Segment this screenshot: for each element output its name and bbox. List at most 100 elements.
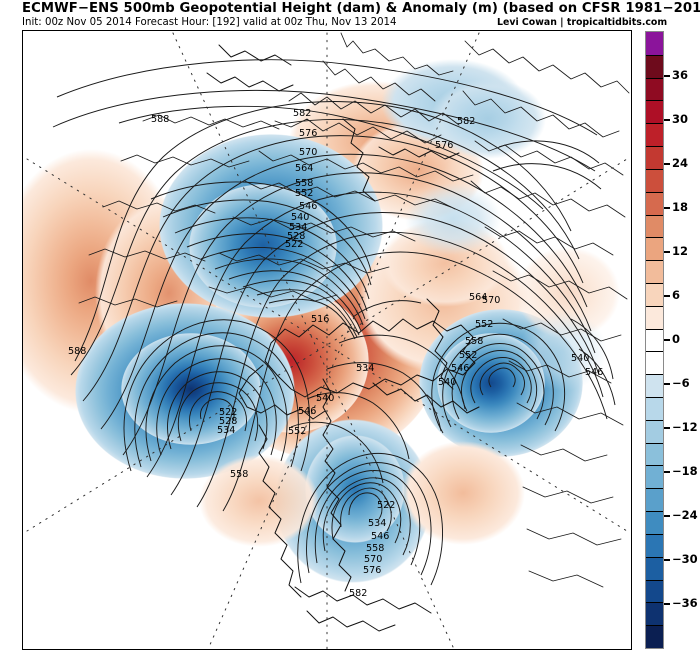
contour-label: 522 [377,500,395,511]
contour-label: 528 [287,231,305,242]
contour-label: 528 [219,416,237,427]
contour-label: 582 [349,588,367,599]
colorbar-cell [646,305,663,329]
colorbar-cell [646,397,663,420]
colorbar-cell [646,191,663,215]
contour-label: 522 [219,407,237,418]
colorbar-tick-label: −36 [672,596,698,610]
colorbar-cell [646,123,663,147]
colorbar-cell [646,465,663,489]
colorbar-cell [646,533,663,557]
colorbar-cell [646,419,663,443]
colorbar-cell [646,556,663,580]
colorbar-cell [646,602,663,626]
contour-label: 516 [311,314,329,325]
contour-label-group: 5885885825765705645585525465405345285225… [68,108,603,599]
colorbar-tick-dash [664,251,670,253]
contour-label: 588 [68,346,86,357]
colorbar-tick-dash [664,119,670,121]
colorbar-cell [646,77,663,101]
colorbar-cell [646,237,663,261]
anomaly-shading [23,59,620,583]
contour-label: 552 [288,426,306,437]
colorbar[interactable] [645,31,664,649]
map-graphics: 5885885825765705645585525465405345285225… [23,31,631,649]
colorbar-tick-label: −6 [672,376,690,390]
colorbar-tick-dash [664,295,670,297]
colorbar-tick-dash [664,603,670,605]
map-panel[interactable]: 588 588 582 576 570 564 558 552 546 540 534 528 522 5… [22,30,632,650]
colorbar-cell [646,442,663,466]
colorbar-cell [646,214,663,238]
graticule [26,32,628,649]
contour-label: 540 [291,212,309,223]
contour-label: 534 [356,363,374,374]
colorbar-cell [646,100,663,124]
contour-label: 546 [298,406,316,417]
contour-label: 576 [299,128,317,139]
colorbar-cell [646,488,663,512]
colorbar-tick-dash [664,471,670,473]
colorbar-tick-dash [664,339,670,341]
contour-label: 534 [217,425,235,436]
contour-label: 534 [368,518,386,529]
colorbar-cell [646,579,663,603]
contour-label: 570 [364,554,382,565]
colorbar-tick-dash [664,163,670,165]
contour-label: 552 [459,350,477,361]
colorbar-cell [646,511,663,534]
height-contours [52,59,616,586]
page-title: ECMWF−ENS 500mb Geopotential Height (dam… [22,1,700,16]
contour-label: 582 [293,108,311,119]
colorbar-cell [646,54,663,78]
colorbar-cell [646,328,663,352]
colorbar-tick-label: −24 [672,508,698,522]
contour-label: 570 [299,147,317,158]
contour-label: 546 [585,367,603,378]
contour-label: 540 [571,353,589,364]
contour-label: 564 [295,163,313,174]
contour-label: 576 [363,565,381,576]
page-subtitle: Init: 00z Nov 05 2014 Forecast Hour: [19… [22,17,397,28]
contour-label: 582 [457,116,475,127]
colorbar-tick-label: −12 [672,420,698,434]
colorbar-tick-label: 18 [672,200,689,214]
colorbar-tick-dash [664,427,670,429]
contour-label: 546 [299,201,317,212]
colorbar-tick-label: 30 [672,112,689,126]
contour-label: 570 [482,295,500,306]
colorbar-ticks: 36 30 24 18 12 6 0 −6 −12 −18 −24 −30 −36 [664,31,700,649]
colorbar-tick-label: 24 [672,156,689,170]
colorbar-tick-label: 12 [672,244,689,258]
colorbar-cell [646,146,663,169]
contour-label: 576 [435,140,453,151]
colorbar-cell [646,282,663,306]
contour-label: 534 [289,222,307,233]
contour-label: 546 [451,363,469,374]
contour-label: 558 [366,543,384,554]
contour-label: 558 [230,469,248,480]
colorbar-cell [646,32,663,55]
contour-label: 546 [371,531,389,542]
contour-label: 558 [295,178,313,189]
contour-label: 540 [316,393,334,404]
contour-label: 540 [438,377,456,388]
colorbar-tick-dash [664,515,670,517]
contour-label: 588 [151,114,169,125]
colorbar-cell [646,625,663,648]
colorbar-cell [646,351,663,375]
colorbar-cell [646,260,663,283]
contour-label: 522 [285,239,303,250]
colorbar-tick-label: 0 [672,332,681,346]
colorbar-tick-label: 36 [672,68,689,82]
contour-label: 564 [469,292,487,303]
contour-label: 552 [295,188,313,199]
colorbar-cell [646,374,663,397]
colorbar-tick-dash [664,383,670,385]
map-canvas: 588 588 582 576 570 564 558 552 546 540 534 528 522 5… [23,31,631,649]
credit-label: Levi Cowan | tropicaltidbits.com [497,17,668,28]
colorbar-tick-label: −30 [672,552,698,566]
colorbar-tick-dash [664,75,670,77]
contour-label: 552 [475,319,493,330]
